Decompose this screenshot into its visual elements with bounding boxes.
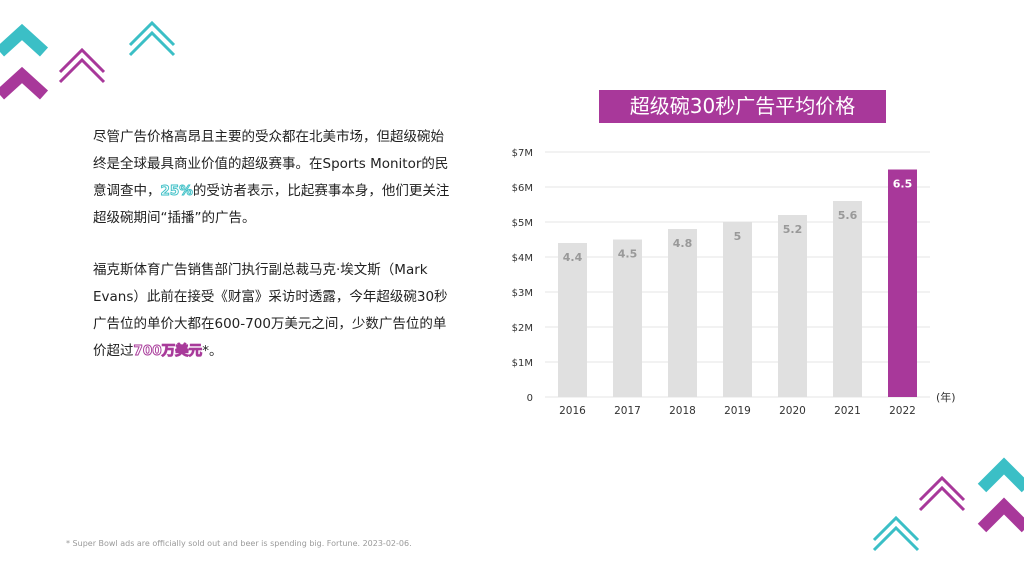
- data-label: 6.5: [893, 178, 913, 191]
- y-tick-label: $1M: [512, 358, 533, 369]
- bar: [833, 201, 862, 397]
- bar-chart: 0 $1M $2M $3M $4M $5M $6M $7M 4.4 2016 4.5 2017 4.8 2…: [512, 148, 956, 417]
- teal-chevron-icon: [0, 23, 49, 57]
- x-tick-label: 2021: [834, 405, 861, 417]
- y-tick-label: $6M: [512, 183, 533, 194]
- teal-chevron-outline-icon: [128, 30, 176, 57]
- footnote: * Super Bowl ads are officially sold out…: [66, 539, 412, 548]
- teal-chevron-icon: [977, 457, 1024, 493]
- highlight-price: 700万美元: [133, 343, 203, 360]
- data-label: 4.4: [563, 251, 583, 264]
- paragraph-text: 的受访者表示，比起赛事本身，他们更关注超级碗期间“插播”的广告。: [93, 183, 450, 226]
- x-tick-label: 2016: [559, 405, 586, 417]
- highlight-percentage: 25%: [160, 183, 193, 200]
- bar: [613, 239, 642, 397]
- paragraph-text: 福克斯体育广告销售部门执行副总裁马克·埃文斯（Mark Evans）此前在接受《…: [93, 262, 448, 359]
- x-tick-label: 2018: [669, 405, 696, 417]
- data-label: 5: [734, 230, 742, 243]
- bar: [558, 243, 587, 397]
- decorative-chevrons-top-left: [0, 20, 176, 100]
- magenta-chevron-outline-icon: [58, 47, 106, 74]
- bar: [778, 215, 807, 397]
- data-label: 5.6: [838, 209, 858, 222]
- decorative-chevrons-bottom-right: [872, 457, 1024, 552]
- x-tick-label: 2017: [614, 405, 641, 417]
- y-tick-label: $2M: [512, 323, 533, 334]
- magenta-chevron-icon: [977, 497, 1024, 533]
- magenta-chevron-outline-icon: [918, 475, 966, 502]
- paragraph-text: *。: [202, 343, 223, 359]
- y-tick-label: $3M: [512, 288, 533, 299]
- y-tick-label: 0: [527, 393, 533, 404]
- bar: [723, 222, 752, 397]
- y-tick-label: $4M: [512, 253, 533, 264]
- data-label: 4.8: [673, 237, 693, 250]
- chart-title: 超级碗30秒广告平均价格: [599, 90, 886, 123]
- teal-chevron-outline-icon: [872, 525, 920, 552]
- magenta-chevron-outline-icon: [918, 485, 966, 512]
- teal-chevron-outline-icon: [128, 20, 176, 47]
- magenta-chevron-outline-icon: [58, 57, 106, 84]
- x-tick-label: 2020: [779, 405, 806, 417]
- x-tick-label: 2022: [889, 405, 916, 417]
- bar: [888, 169, 917, 397]
- y-tick-label: $7M: [512, 148, 533, 159]
- data-label: 5.2: [783, 223, 803, 236]
- intro-paragraph: 尽管广告价格高昂且主要的受众都在北美市场，但超级碗始终是全球最具商业价值的超级赛…: [93, 124, 453, 232]
- magenta-chevron-icon: [0, 66, 49, 100]
- x-tick-label: 2019: [724, 405, 751, 417]
- data-label: 4.5: [618, 248, 638, 261]
- bar: [668, 229, 697, 397]
- quote-paragraph: 福克斯体育广告销售部门执行副总裁马克·埃文斯（Mark Evans）此前在接受《…: [93, 257, 453, 365]
- y-tick-label: $5M: [512, 218, 533, 229]
- teal-chevron-outline-icon: [872, 515, 920, 542]
- paragraph-text: 尽管广告价格高昂且主要的受众都在北美市场，但超级碗始终是全球最具商业价值的超级赛…: [93, 129, 449, 199]
- x-axis-label: (年): [936, 390, 956, 404]
